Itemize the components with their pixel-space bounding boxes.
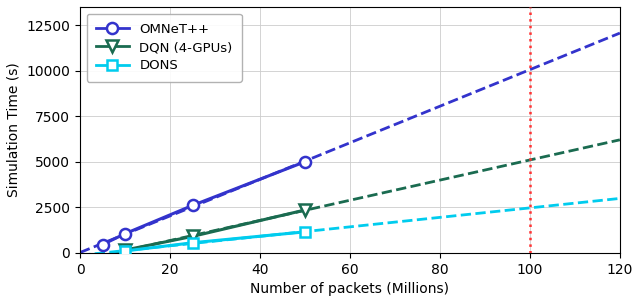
Y-axis label: Simulation Time (s): Simulation Time (s) bbox=[7, 62, 21, 197]
X-axis label: Number of packets (Millions): Number of packets (Millions) bbox=[250, 282, 449, 296]
Legend: OMNeT++, DQN (4-GPUs), DONS: OMNeT++, DQN (4-GPUs), DONS bbox=[86, 14, 242, 82]
